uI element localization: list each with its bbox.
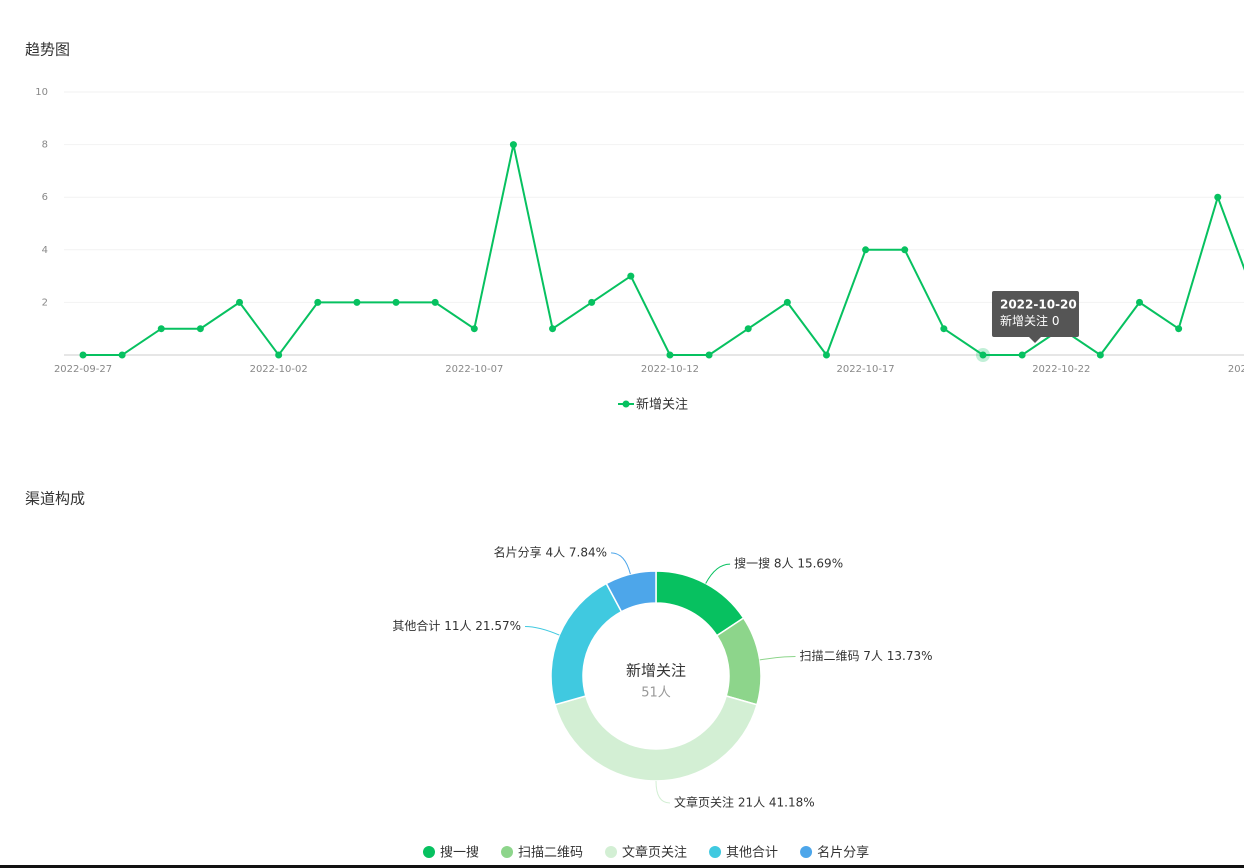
data-point	[588, 298, 596, 306]
donut-slice	[605, 570, 657, 613]
data-point	[470, 325, 478, 333]
data-point	[431, 298, 439, 306]
data-point	[314, 298, 322, 306]
tooltip-box	[991, 291, 1079, 337]
leader-line	[525, 625, 560, 636]
donut-center-title: 新增关注	[626, 662, 686, 680]
tooltip-title: 2022-10-20	[1000, 298, 1077, 312]
leader-line	[759, 656, 796, 661]
data-point	[1175, 325, 1183, 333]
legend-dot	[605, 846, 618, 858]
legend-label: 扫描二维码	[518, 846, 583, 861]
data-point	[236, 298, 244, 306]
x-tick-label: 2022-10-22	[1032, 364, 1090, 375]
legend-dot	[800, 846, 813, 858]
slice-label: 其他合计 11人 21.57%	[392, 618, 521, 633]
data-point	[549, 325, 557, 333]
y-tick-label: 6	[42, 192, 48, 203]
y-tick-label: 8	[42, 140, 48, 151]
y-tick-label: 2	[42, 297, 48, 308]
data-point	[1136, 298, 1144, 306]
legend-dot	[622, 400, 630, 408]
legend-label: 其他合计	[726, 846, 778, 861]
data-point	[822, 351, 830, 359]
data-point	[862, 246, 870, 254]
y-tick-label: 10	[35, 87, 48, 98]
data-point	[157, 325, 165, 333]
donut-slice	[550, 582, 623, 706]
x-tick-label: 2022-09-27	[54, 364, 112, 375]
data-point	[79, 351, 87, 359]
x-tick-label: 2022-10-12	[641, 364, 699, 375]
trend-title: 趋势图	[25, 41, 70, 59]
leader-line	[705, 563, 731, 584]
tooltip-series: 新增关注	[1000, 313, 1048, 328]
data-point	[509, 141, 517, 149]
leader-line	[655, 780, 671, 804]
hover-halo	[975, 348, 990, 362]
data-point	[196, 325, 204, 333]
tooltip-arrow	[1028, 337, 1041, 343]
data-point	[901, 246, 909, 254]
tooltip-value: 新增关注 0	[1000, 313, 1059, 328]
legend-dot	[709, 846, 722, 858]
data-point	[744, 325, 752, 333]
x-tick-label: 2022-10-02	[250, 364, 308, 375]
data-point	[627, 272, 635, 280]
data-point	[353, 298, 361, 306]
data-point	[275, 351, 283, 359]
slice-label: 扫描二维码 7人 13.73%	[799, 649, 932, 663]
data-point	[118, 351, 126, 359]
donut-center-value: 51人	[641, 686, 671, 701]
legend-label: 名片分享	[817, 845, 869, 861]
slice-label: 名片分享 4人 7.84%	[494, 544, 607, 559]
donut-slice	[554, 695, 758, 782]
bottom-border	[0, 865, 1244, 868]
legend-dot	[501, 846, 514, 858]
data-point	[392, 298, 400, 306]
donut-slice	[715, 616, 762, 706]
leader-line	[611, 552, 631, 575]
tooltip-number: 0	[1052, 314, 1060, 328]
data-point	[940, 325, 948, 333]
channel-title: 渠道构成	[25, 490, 85, 508]
data-point	[783, 298, 791, 306]
x-tick-label: 2022-10-27	[1228, 364, 1244, 375]
data-point	[705, 351, 713, 359]
data-point	[979, 351, 987, 359]
legend-label: 新增关注	[636, 397, 688, 413]
y-tick-label: 4	[42, 245, 48, 256]
x-tick-label: 2022-10-07	[445, 364, 503, 375]
data-point	[1018, 351, 1026, 359]
slice-label: 搜一搜 8人 15.69%	[734, 556, 843, 571]
legend-label: 文章页关注	[622, 845, 687, 861]
slice-label: 文章页关注 21人 41.18%	[674, 795, 815, 810]
legend-label: 搜一搜	[440, 846, 479, 861]
data-point	[1096, 351, 1104, 359]
legend-dot	[423, 846, 435, 858]
x-tick-label: 2022-10-17	[837, 364, 895, 375]
data-point	[666, 351, 674, 359]
data-point	[1214, 193, 1222, 201]
